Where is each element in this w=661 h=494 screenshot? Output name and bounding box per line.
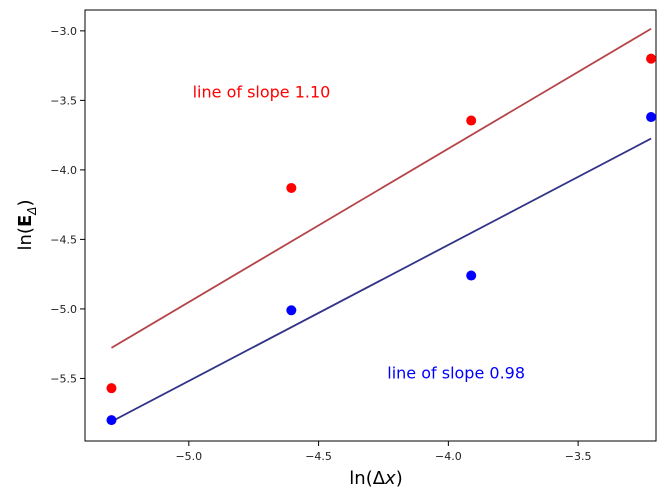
fit-line-0	[111, 27, 652, 349]
y-tick-label: −4.0	[50, 164, 77, 177]
fit-lines	[111, 27, 652, 423]
x-tick-label: −4.0	[435, 450, 462, 463]
data-point-1-2	[466, 270, 477, 281]
x-tick-label: −5.0	[175, 450, 202, 463]
data-point-1-3	[646, 112, 657, 123]
y-tick-label: −4.5	[50, 233, 77, 246]
data-point-0-1	[286, 182, 297, 193]
y-tick-label: −3.5	[50, 94, 77, 107]
x-tick-label: −3.5	[565, 450, 592, 463]
y-tick-label: −5.5	[50, 372, 77, 385]
data-point-1-0	[106, 415, 117, 426]
data-point-1-1	[286, 305, 297, 316]
annotations: line of slope 1.10 line of slope 0.98	[193, 83, 525, 383]
x-tick-label: −4.5	[305, 450, 332, 463]
plot-frame	[84, 9, 657, 442]
data-point-0-2	[466, 115, 477, 126]
data-point-0-0	[106, 383, 117, 394]
data-point-0-3	[646, 53, 657, 64]
fit-line-1	[111, 137, 652, 423]
y-axis-label: ln(EΔ)	[15, 200, 39, 251]
y-tick-label: −5.0	[50, 303, 77, 316]
y-tick-label: −3.0	[50, 25, 77, 38]
annotation-1: line of slope 0.98	[387, 363, 525, 382]
annotation-0: line of slope 1.10	[193, 83, 331, 102]
x-axis-label: ln(Δx)	[349, 468, 402, 489]
x-axis-ticks: −5.0 −4.5 −4.0 −3.5	[175, 441, 591, 463]
y-axis-ticks: −3.0 −3.5 −4.0 −4.5 −5.0 −5.5	[50, 25, 85, 385]
data-points	[106, 53, 657, 426]
